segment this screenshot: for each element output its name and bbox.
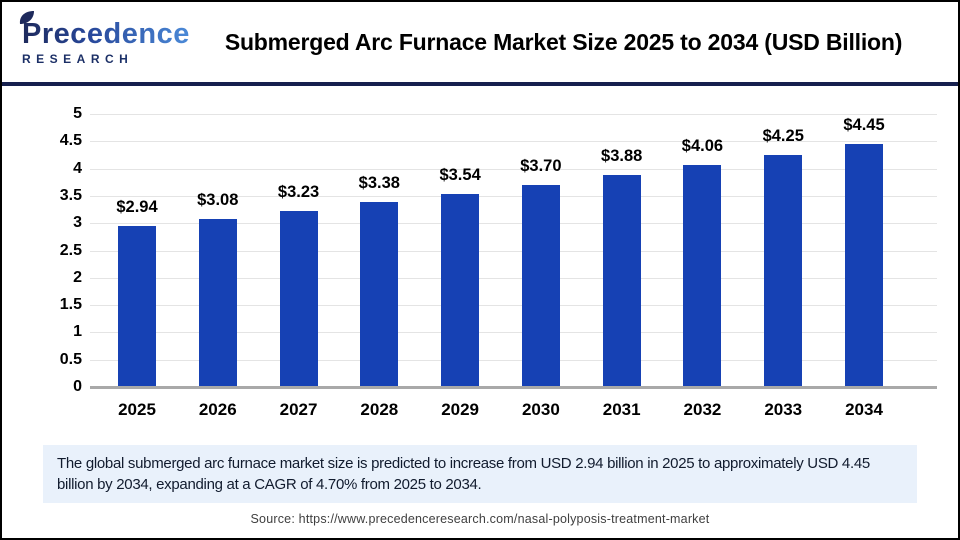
caption-box: The global submerged arc furnace market …: [43, 445, 917, 503]
bar: [521, 184, 560, 386]
gridline: [90, 332, 937, 334]
y-axis-tick-label: 3: [73, 214, 82, 232]
chart: 0 0.5 1 1.5 2 2.5 3 3.5 4 4.5 5 $2.94 2025 $3.08 2026 $…: [2, 86, 958, 438]
bar-value-label: $2.94: [116, 198, 158, 217]
bar-value-label: $3.38: [358, 174, 400, 193]
brand-logo: Precedence RESEARCH: [2, 11, 190, 66]
x-axis-tick-label: 2033: [764, 400, 803, 419]
bar: [441, 193, 480, 386]
x-axis-line: [90, 386, 937, 389]
x-axis-tick-label: 2027: [279, 400, 318, 419]
bar: [198, 218, 237, 386]
x-axis-tick-label: 2029: [441, 400, 480, 419]
header-divider: [2, 82, 958, 86]
gridline: [90, 168, 937, 170]
gridline: [90, 195, 937, 197]
bar-value-label: $3.88: [601, 147, 643, 166]
brand-logo-wordmark: Precedence: [19, 11, 190, 51]
bar: [764, 154, 803, 386]
bar-value-label: $3.70: [520, 156, 562, 175]
gridline: [90, 250, 937, 252]
x-axis-tick-label: 2034: [845, 400, 883, 419]
bar-value-label: $3.08: [197, 190, 239, 209]
gridline: [90, 277, 937, 279]
bar: [845, 144, 884, 386]
caption-text: The global submerged arc furnace market …: [57, 455, 870, 493]
brand-subtitle: RESEARCH: [22, 52, 187, 66]
leaf-icon: [19, 11, 35, 30]
y-axis-tick-label: 1: [73, 323, 82, 341]
bar-value-label: $4.25: [762, 126, 804, 145]
bar-value-label: $3.23: [277, 182, 320, 201]
bar: [602, 175, 641, 386]
page-title: Submerged Arc Furnace Market Size 2025 t…: [224, 28, 903, 55]
x-axis-tick-label: 2028: [360, 400, 399, 419]
bar: [279, 210, 318, 386]
gridline: [90, 305, 937, 307]
source-line: Source: https://www.precedenceresearch.c…: [250, 512, 710, 526]
y-axis-tick-label: 0.5: [59, 350, 82, 368]
y-axis-tick-label: 4: [73, 159, 82, 177]
x-axis-tick-label: 2030: [521, 400, 560, 419]
y-axis-tick-label: 1.5: [59, 296, 82, 314]
y-axis-tick-label: 4.5: [59, 132, 82, 150]
x-axis-tick-label: 2025: [118, 400, 156, 419]
bar: [683, 165, 722, 386]
bar-value-label: $4.06: [681, 137, 724, 156]
y-axis-tick-label: 0: [73, 378, 82, 395]
bar: [118, 226, 156, 386]
bar: [360, 202, 399, 386]
bar-value-label: $3.54: [439, 165, 481, 184]
gridline: [90, 359, 937, 361]
y-axis-tick-label: 2: [73, 268, 82, 286]
x-axis-tick-label: 2026: [198, 400, 237, 419]
bar-value-label: $4.45: [843, 116, 885, 135]
x-axis-tick-label: 2031: [602, 400, 641, 419]
y-axis-tick-label: 3.5: [59, 186, 82, 204]
y-axis-tick-label: 5: [73, 105, 82, 122]
gridline: [90, 223, 937, 225]
header: Precedence RESEARCH Submerged Arc Furnac…: [2, 2, 958, 82]
y-axis-tick-label: 2.5: [59, 241, 82, 259]
x-axis-tick-label: 2032: [683, 400, 722, 419]
gridline: [90, 141, 937, 143]
brand-name: Precedence: [22, 18, 190, 50]
gridline: [90, 114, 937, 115]
